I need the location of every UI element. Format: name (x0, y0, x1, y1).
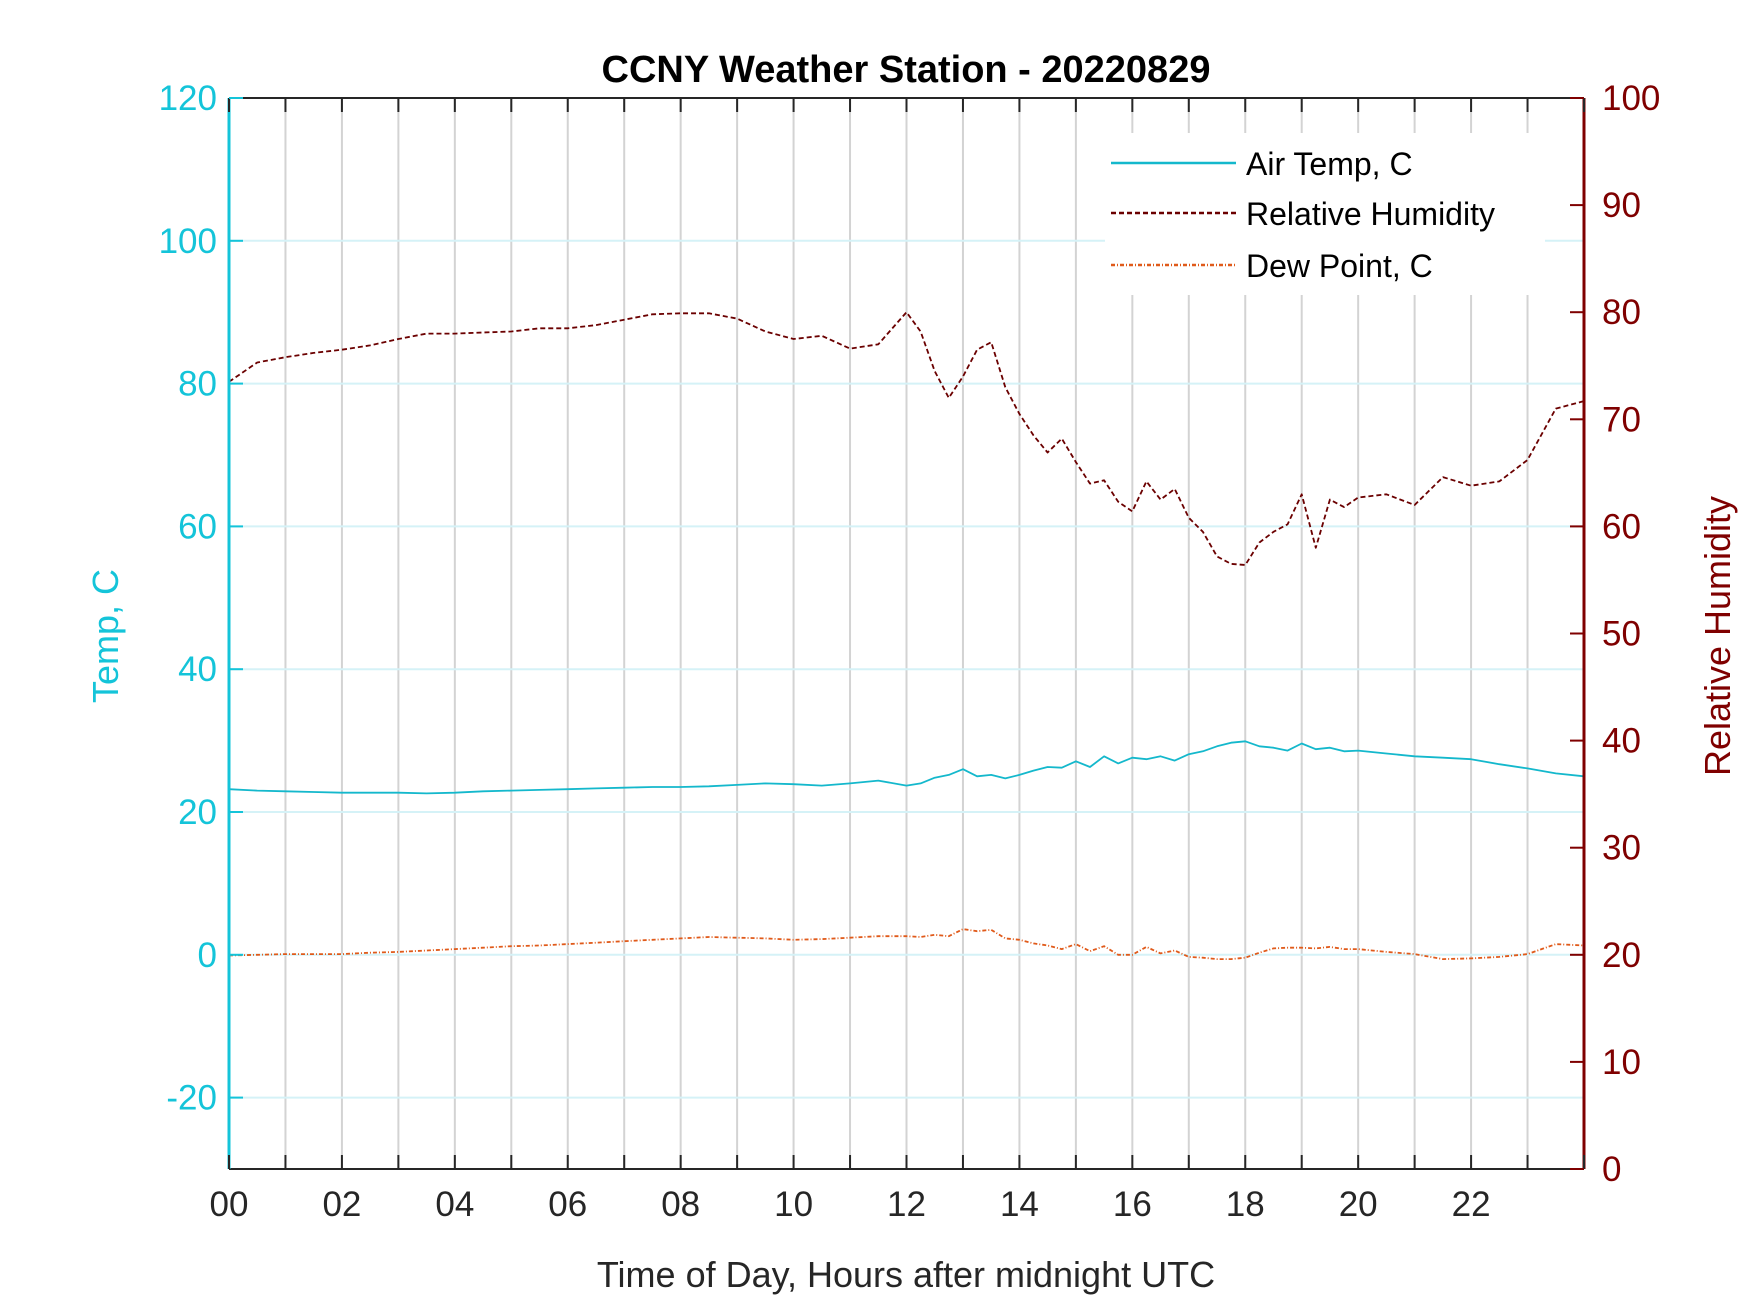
x-tick-label: 10 (774, 1185, 813, 1224)
x-tick-label: 06 (548, 1185, 587, 1224)
y-left-tick-label: 20 (178, 793, 217, 832)
x-tick-label: 22 (1452, 1185, 1491, 1224)
y-axis-right-label: Relative Humidity (1697, 496, 1738, 776)
series-line-air-temp (228, 740, 1585, 795)
legend-label-dew-point: Dew Point, C (1246, 248, 1433, 284)
y-left-tick-label: -20 (166, 1079, 217, 1118)
tick-labels: 00 02 04 06 08 10 12 14 16 18 20 22-200204060801001… (159, 79, 1661, 1224)
y-left-tick-label: 100 (159, 222, 217, 261)
x-tick-label: 14 (1000, 1185, 1039, 1224)
vertical-grid (284, 98, 1529, 1169)
x-tick-label: 20 (1339, 1185, 1378, 1224)
x-tick-label: 00 (210, 1185, 249, 1224)
y-right-tick-label: 10 (1602, 1043, 1641, 1082)
y-left-tick-label: 60 (178, 507, 217, 546)
y-right-tick-label: 90 (1602, 186, 1641, 225)
y-right-tick-label: 20 (1602, 936, 1641, 975)
x-tick-label: 12 (887, 1185, 926, 1224)
y-right-tick-label: 40 (1602, 722, 1641, 761)
x-tick-label: 08 (661, 1185, 700, 1224)
y-right-tick-label: 50 (1602, 615, 1641, 654)
y-left-tick-label: 40 (178, 650, 217, 689)
series-line-relative-humidity (228, 311, 1585, 566)
y-right-tick-label: 30 (1602, 829, 1641, 868)
x-axis-label: Time of Day, Hours after midnight UTC (597, 1254, 1215, 1295)
series-line-dew-point (228, 928, 1585, 960)
x-tick-label: 04 (435, 1185, 474, 1224)
y-axis-left-label: Temp, C (85, 569, 126, 703)
x-tick-label: 02 (322, 1185, 361, 1224)
x-tick-label: 18 (1226, 1185, 1265, 1224)
y-right-tick-label: 70 (1602, 400, 1641, 439)
y-left-tick-label: 80 (178, 365, 217, 404)
y-right-tick-label: 100 (1602, 79, 1660, 118)
series-layer (228, 311, 1585, 960)
y-right-tick-label: 0 (1602, 1150, 1621, 1189)
chart-title: CCNY Weather Station - 20220829 (602, 49, 1211, 91)
x-tick-label: 16 (1113, 1185, 1152, 1224)
legend: Air Temp, C Relative Humidity Dew Point,… (1105, 133, 1545, 295)
horizontal-grid (229, 239, 1584, 1099)
y-left-tick-label: 120 (159, 79, 217, 118)
y-left-tick-label: 0 (198, 936, 217, 975)
y-right-tick-label: 80 (1602, 293, 1641, 332)
axes (227, 97, 1586, 1170)
y-right-tick-label: 60 (1602, 507, 1641, 546)
legend-label-air-temp: Air Temp, C (1246, 146, 1413, 182)
legend-label-relative-humidity: Relative Humidity (1246, 196, 1495, 232)
